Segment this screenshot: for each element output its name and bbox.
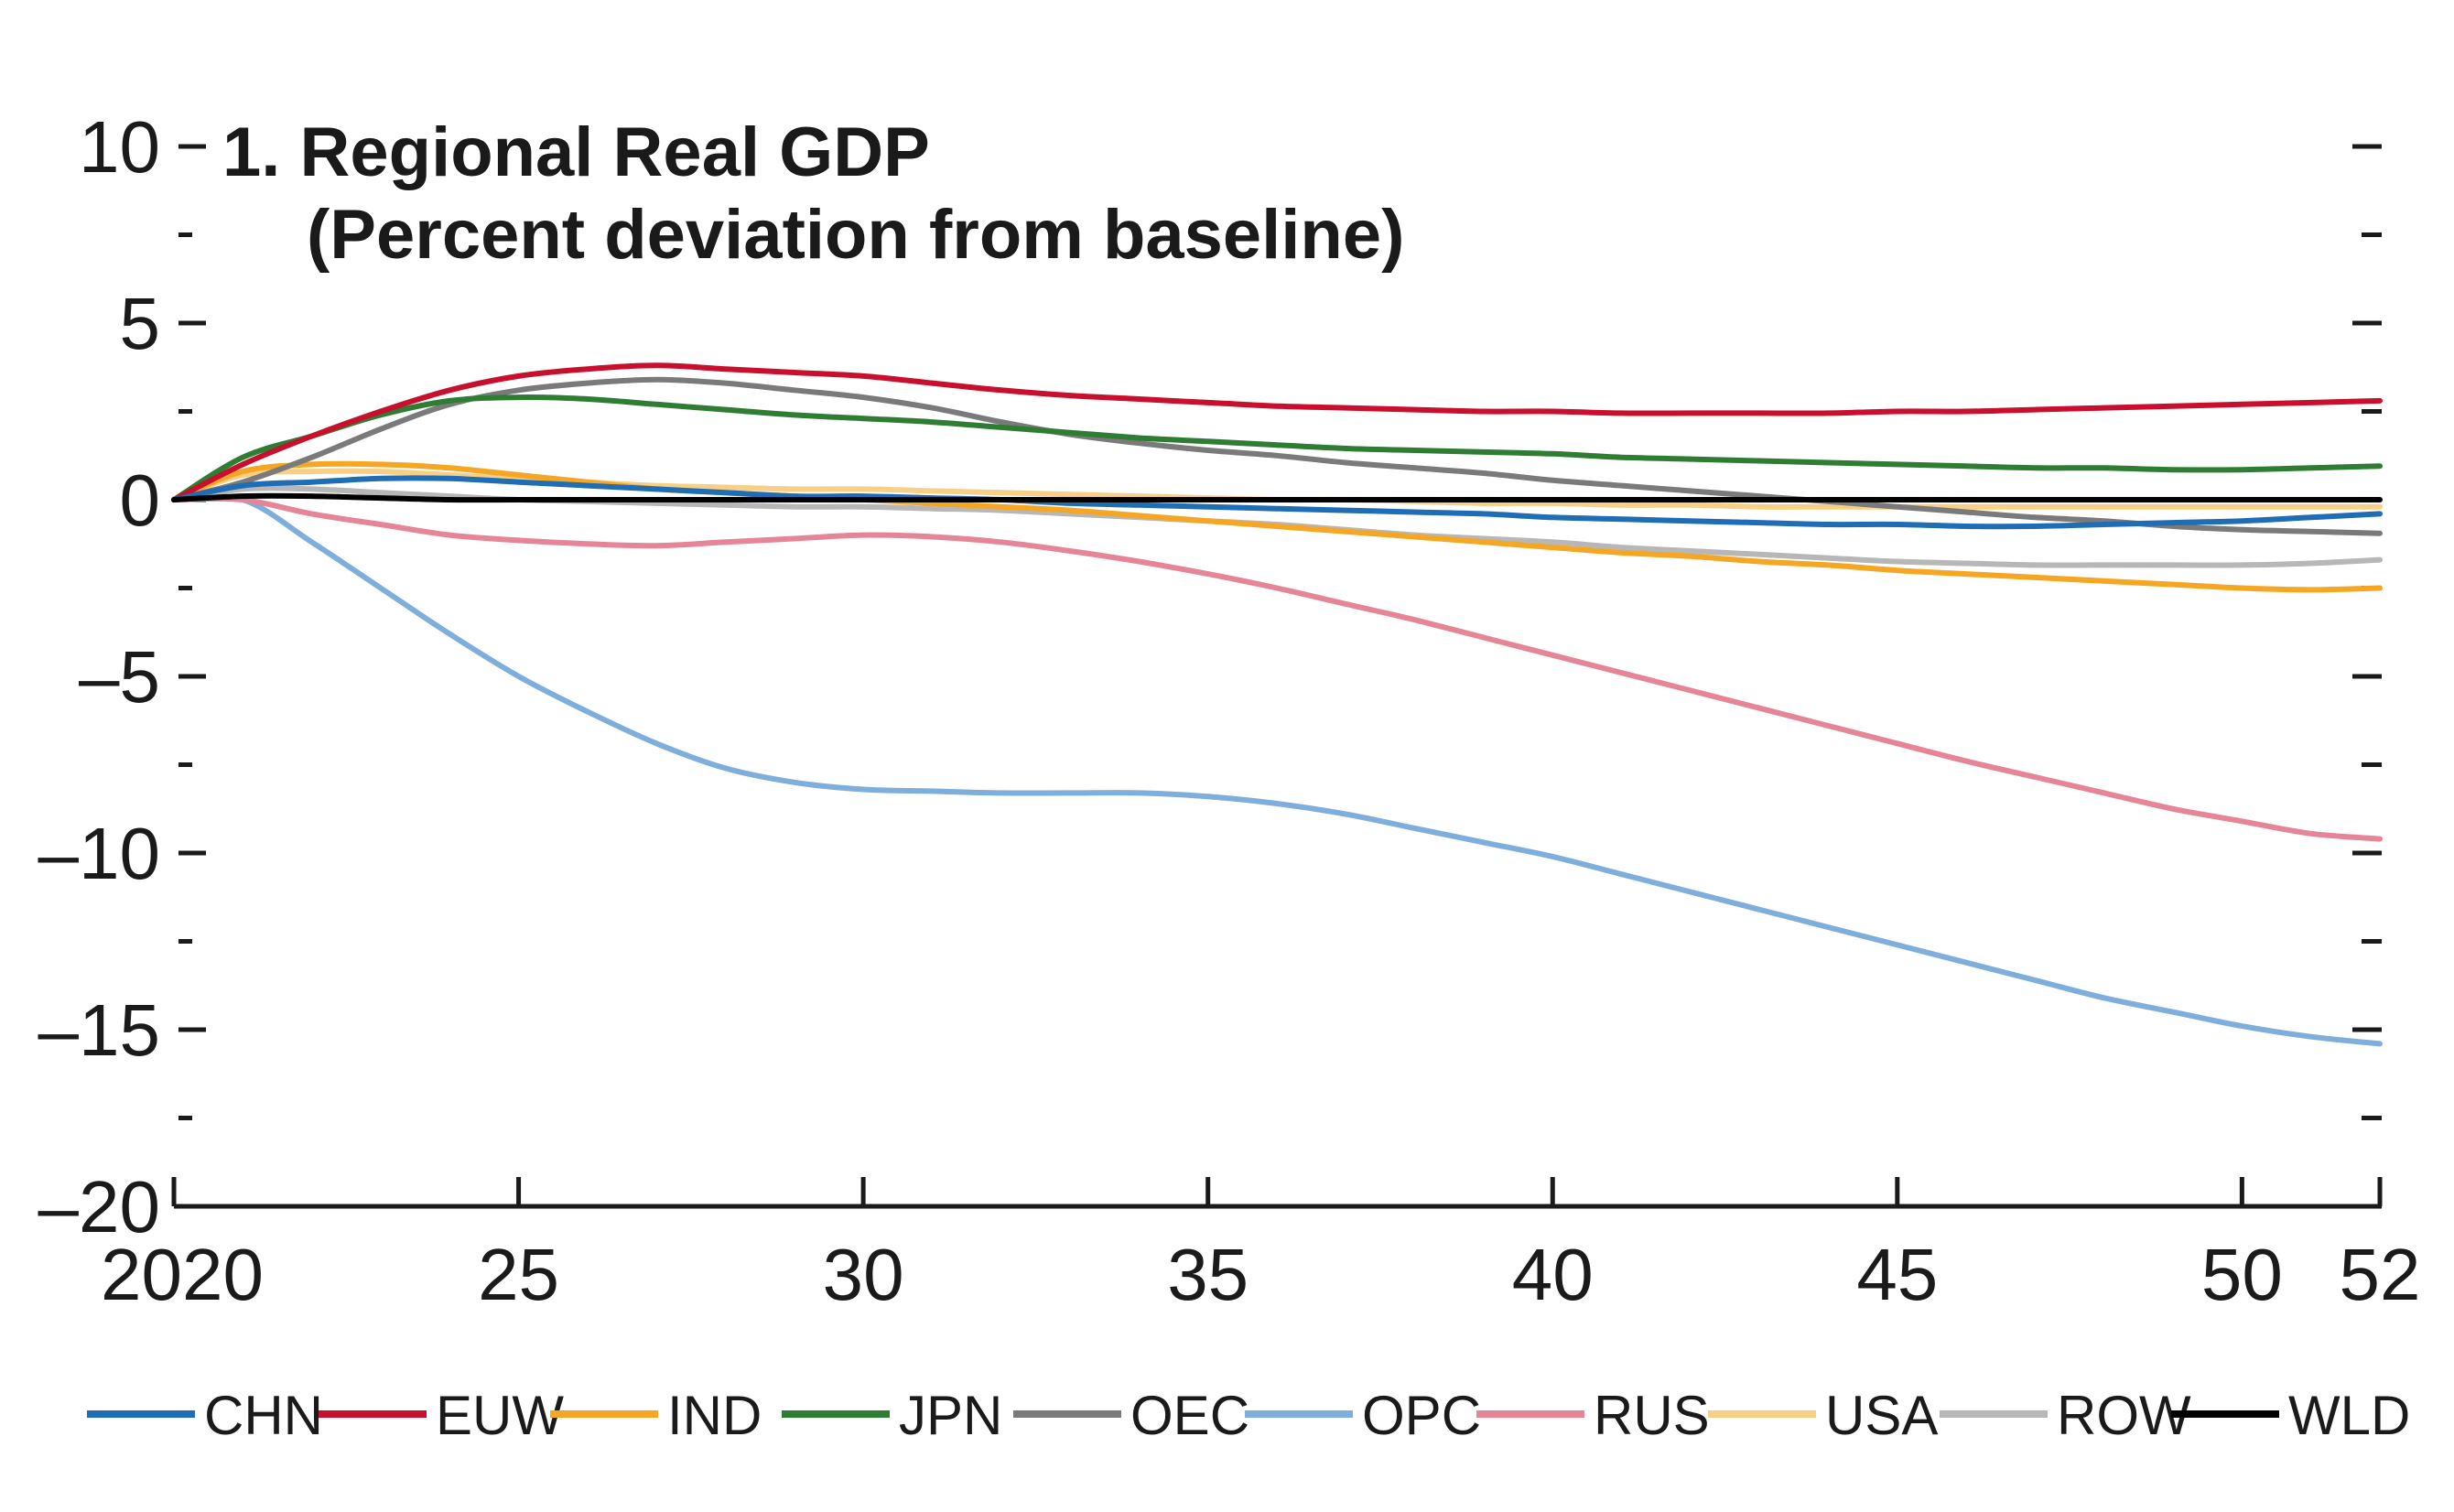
series-line-ind — [171, 460, 2383, 593]
series-line-chn — [171, 475, 2383, 530]
y-tick-label: –20 — [38, 1166, 160, 1247]
legend-label-row: ROW — [2057, 1385, 2191, 1446]
x-tick-label: 25 — [478, 1234, 559, 1315]
x-tick-label: 40 — [1512, 1234, 1594, 1315]
legend-label-jpn: JPN — [899, 1385, 1002, 1446]
x-tick-label: 52 — [2340, 1234, 2421, 1315]
series-line-oec — [171, 376, 2383, 536]
legend-label-euw: EUW — [436, 1385, 564, 1446]
series-lines — [171, 362, 2383, 1047]
series-line-jpn — [171, 394, 2383, 502]
y-tick-label: 0 — [120, 459, 161, 541]
chart-subtitle: (Percent deviation from baseline) — [307, 196, 1404, 274]
x-tick-label: 30 — [823, 1234, 904, 1315]
y-tick-label: –15 — [38, 989, 160, 1071]
legend: CHN EUW IND JPN OEC OPC RUS USA ROW WLD — [87, 1385, 2410, 1446]
y-tick-label: 10 — [79, 106, 160, 188]
y-tick-label: –5 — [79, 636, 160, 718]
legend-label-opc: OPC — [1362, 1385, 1481, 1446]
x-tick-label: 2020 — [101, 1234, 264, 1315]
y-tick-label: 5 — [120, 283, 161, 364]
legend-label-ind: IND — [667, 1385, 762, 1446]
legend-label-usa: USA — [1825, 1385, 1938, 1446]
chart-title: 1. Regional Real GDP — [222, 113, 930, 191]
y-tick-label: –10 — [38, 813, 160, 894]
x-tick-label: 50 — [2201, 1234, 2283, 1315]
legend-label-rus: RUS — [1594, 1385, 1710, 1446]
series-line-euw — [171, 362, 2383, 502]
series-line-rus — [171, 495, 2383, 842]
x-tick-label: 45 — [1856, 1234, 1938, 1315]
legend-label-wld: WLD — [2288, 1385, 2410, 1446]
x-tick-label: 35 — [1167, 1234, 1249, 1315]
series-line-opc — [171, 493, 2383, 1047]
legend-label-chn: CHN — [204, 1385, 323, 1446]
series-line-wld — [171, 492, 2383, 503]
legend-label-oec: OEC — [1130, 1385, 1249, 1446]
